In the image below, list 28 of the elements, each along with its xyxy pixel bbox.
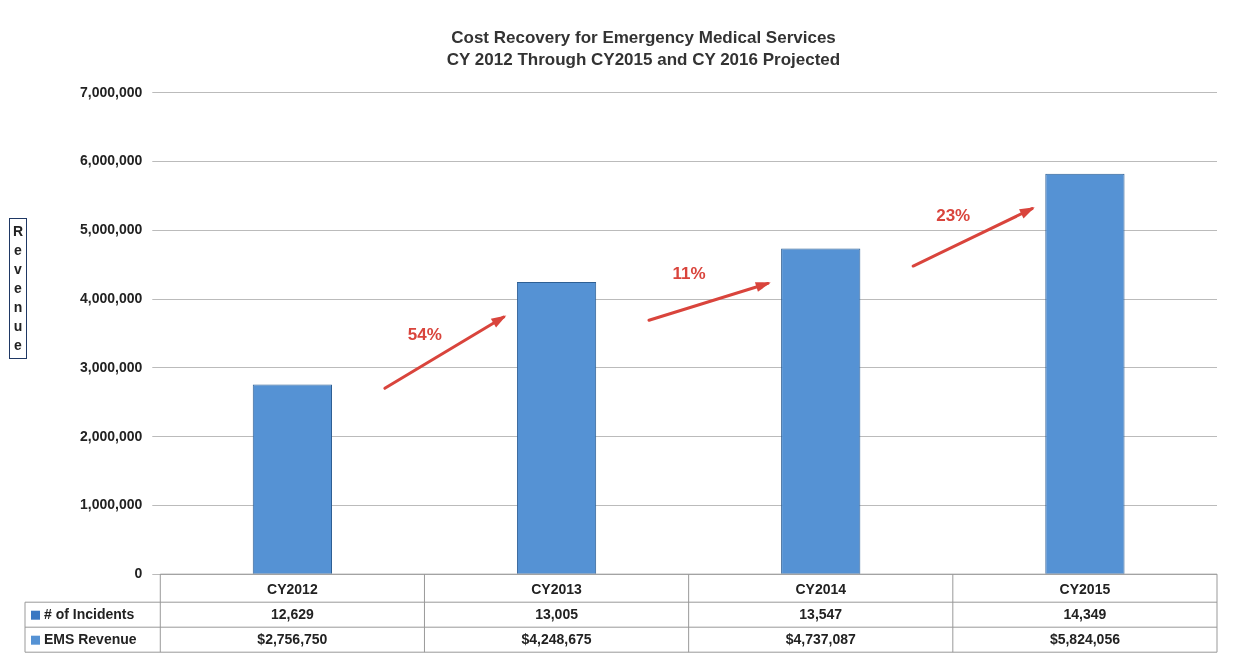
x-tick-label: CY2012 [267,581,318,598]
data-label: $4,248,675 [521,630,592,647]
y-tick-label: 0 [134,565,143,582]
y-tick-label: 7,000,000 [79,83,143,100]
data-label: 14,349 [1063,605,1107,622]
y-tick-label: 1,000,000 [79,496,143,513]
legend-label: EMS Revenue [44,630,137,647]
data-label: $4,737,087 [785,630,856,647]
chart-title: Cost Recovery for Emergency Medical Services [451,27,836,47]
chart-subtitle: CY 2012 Through CY2015 and CY 2016 Projected [446,50,841,70]
y-tick-label: 5,000,000 [79,221,143,238]
annotation: 11% [672,264,706,284]
x-tick-label: CY2015 [1059,581,1111,598]
y-tick-label: 6,000,000 [79,152,143,169]
data-label: 13,547 [799,605,843,622]
y-tick-label: 4,000,000 [79,289,143,306]
x-tick-label: CY2014 [795,581,847,598]
x-tick-label: CY2013 [531,581,583,598]
data-label: 12,629 [270,605,314,622]
legend-label: # of Incidents [44,605,135,622]
data-label: $5,824,056 [1049,630,1121,647]
annotation: 23% [936,205,971,225]
annotation: 54% [407,325,442,345]
y-tick-label: 3,000,000 [79,358,143,375]
data-label: 13,005 [535,605,579,622]
data-label: $2,756,750 [257,630,328,647]
y-tick-label: 2,000,000 [79,427,143,444]
y-axis-title: Revenue [11,222,25,355]
